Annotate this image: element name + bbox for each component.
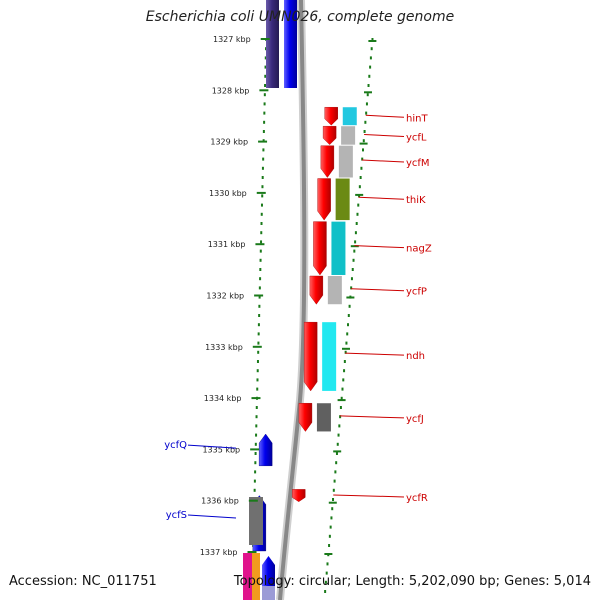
gene-label-leader <box>358 196 405 200</box>
ruler-tick-label: 1329 kbp <box>210 138 248 147</box>
gene-feature-layer <box>243 0 357 600</box>
gene-label: ndh <box>406 351 425 362</box>
gene-label: nagZ <box>406 244 432 255</box>
gene-category-block <box>342 107 357 126</box>
gene-label: ycfJ <box>406 414 424 425</box>
gene-arrow <box>324 107 338 126</box>
ruler-tick-label: 1337 kbp <box>200 548 238 557</box>
ruler-tick-label: 1335 kbp <box>202 445 240 454</box>
ruler-tick-label: 1336 kbp <box>201 497 239 506</box>
ruler-tick-label: 1332 kbp <box>206 292 244 301</box>
gene-label-layer: hinT ycfL ycfM thiK nagZ ycfP ndh ycfJ ycfR ycfQ y… <box>164 113 432 521</box>
partial-gene-block <box>284 0 297 88</box>
gene-label-leader <box>187 444 237 449</box>
gene-label: ycfP <box>406 287 427 298</box>
ruler-tick-label: 1328 kbp <box>212 86 250 95</box>
gene-category-block <box>252 553 260 600</box>
partial-gene-block <box>266 0 279 88</box>
gene-arrow <box>292 489 306 502</box>
gene-label-leader <box>354 245 405 249</box>
gene-arrow <box>322 126 337 145</box>
ruler-tick-label: 1327 kbp <box>213 35 251 44</box>
gene-category-block <box>331 221 346 275</box>
ruler-tick-label: 1333 kbp <box>205 343 243 352</box>
gene-arrow <box>309 275 324 305</box>
gene-label-leader <box>350 288 405 292</box>
gene-category-block <box>338 145 353 178</box>
gene-label-leader <box>187 514 237 519</box>
gene-arrow <box>298 403 313 432</box>
gene-label: ycfQ <box>164 440 187 451</box>
gene-label: ycfL <box>406 133 427 144</box>
genome-backbone <box>276 0 309 600</box>
kbp-ruler: 1327 kbp 1328 kbp 1329 kbp 1330 kbp 1331 kbp… <box>200 35 377 557</box>
gene-category-block <box>316 403 331 432</box>
gene-category-block <box>262 586 275 600</box>
gene-category-block <box>249 497 263 545</box>
gene-arrow <box>258 433 273 467</box>
gene-arrow <box>320 145 335 178</box>
gene-label-leader <box>345 352 405 356</box>
gene-arrow <box>303 321 318 392</box>
gene-category-block <box>327 276 342 305</box>
gene-category-block <box>341 126 356 145</box>
right-dotted-track <box>324 38 374 593</box>
gene-category-block <box>243 553 254 600</box>
gene-label: ycfS <box>166 510 187 521</box>
gene-label-leader <box>364 134 405 138</box>
gene-arrow <box>313 221 327 276</box>
ruler-tick-label: 1331 kbp <box>208 240 246 249</box>
gene-label: hinT <box>406 113 428 124</box>
gene-label: ycfR <box>406 493 428 504</box>
map-title: Escherichia coli UMN026, complete genome <box>145 9 455 25</box>
gene-label-leader <box>339 415 405 419</box>
gene-category-block <box>335 178 350 221</box>
gene-label: ycfM <box>406 158 430 169</box>
ruler-tick-label: 1334 kbp <box>204 394 242 403</box>
left-dotted-track <box>251 38 268 593</box>
backbone-line <box>278 0 307 600</box>
ruler-tick-label: 1330 kbp <box>209 189 247 198</box>
gene-arrow <box>317 178 331 221</box>
gene-label-leader <box>365 114 405 118</box>
topology-text: Topology: circular; Length: 5,202,090 bp… <box>233 574 591 589</box>
gene-label-leader <box>361 159 405 163</box>
gene-label-leader <box>333 494 405 498</box>
gene-label: thiK <box>406 195 426 206</box>
gene-category-block <box>322 322 337 391</box>
accession-text: Accession: NC_011751 <box>9 574 157 589</box>
